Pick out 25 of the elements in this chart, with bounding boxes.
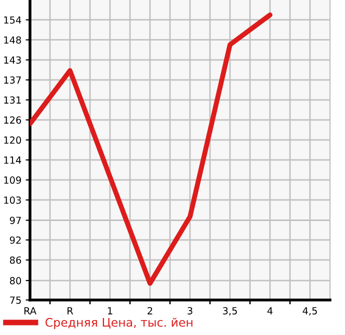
y-tick-label: 92 — [10, 236, 21, 244]
y-tick-label: 80 — [10, 277, 22, 284]
x-tick-label: 4 — [267, 307, 273, 314]
y-tick-label: 97 — [10, 216, 21, 224]
y-tick-label: 137 — [4, 76, 21, 84]
y-tick-label: 114 — [4, 156, 22, 164]
legend-label: Средняя Цена, тыс. йен — [46, 318, 192, 330]
y-tick-label: 148 — [4, 36, 21, 44]
y-tick-label: 120 — [4, 136, 22, 144]
x-tick-label: R — [68, 307, 74, 314]
x-tick-label: 1 — [108, 307, 112, 314]
y-tick-label: 126 — [4, 116, 22, 124]
x-tick-label: 4,5 — [302, 307, 317, 316]
y-tick-label: 154 — [4, 16, 22, 24]
y-tick-label: 131 — [4, 96, 21, 104]
x-tick-label: RA — [24, 307, 36, 314]
x-tick-label: 3,5 — [223, 307, 237, 316]
line-series — [30, 12, 272, 286]
x-tick-label: 2 — [148, 307, 152, 314]
y-tick-label: 75 — [10, 296, 21, 304]
y-tick-label: 86 — [10, 256, 22, 264]
x-tick-label: 3 — [188, 307, 192, 314]
y-tick-label: 103 — [4, 196, 21, 204]
y-tick-label: 143 — [4, 56, 21, 64]
y-tick-label: 109 — [4, 176, 21, 184]
